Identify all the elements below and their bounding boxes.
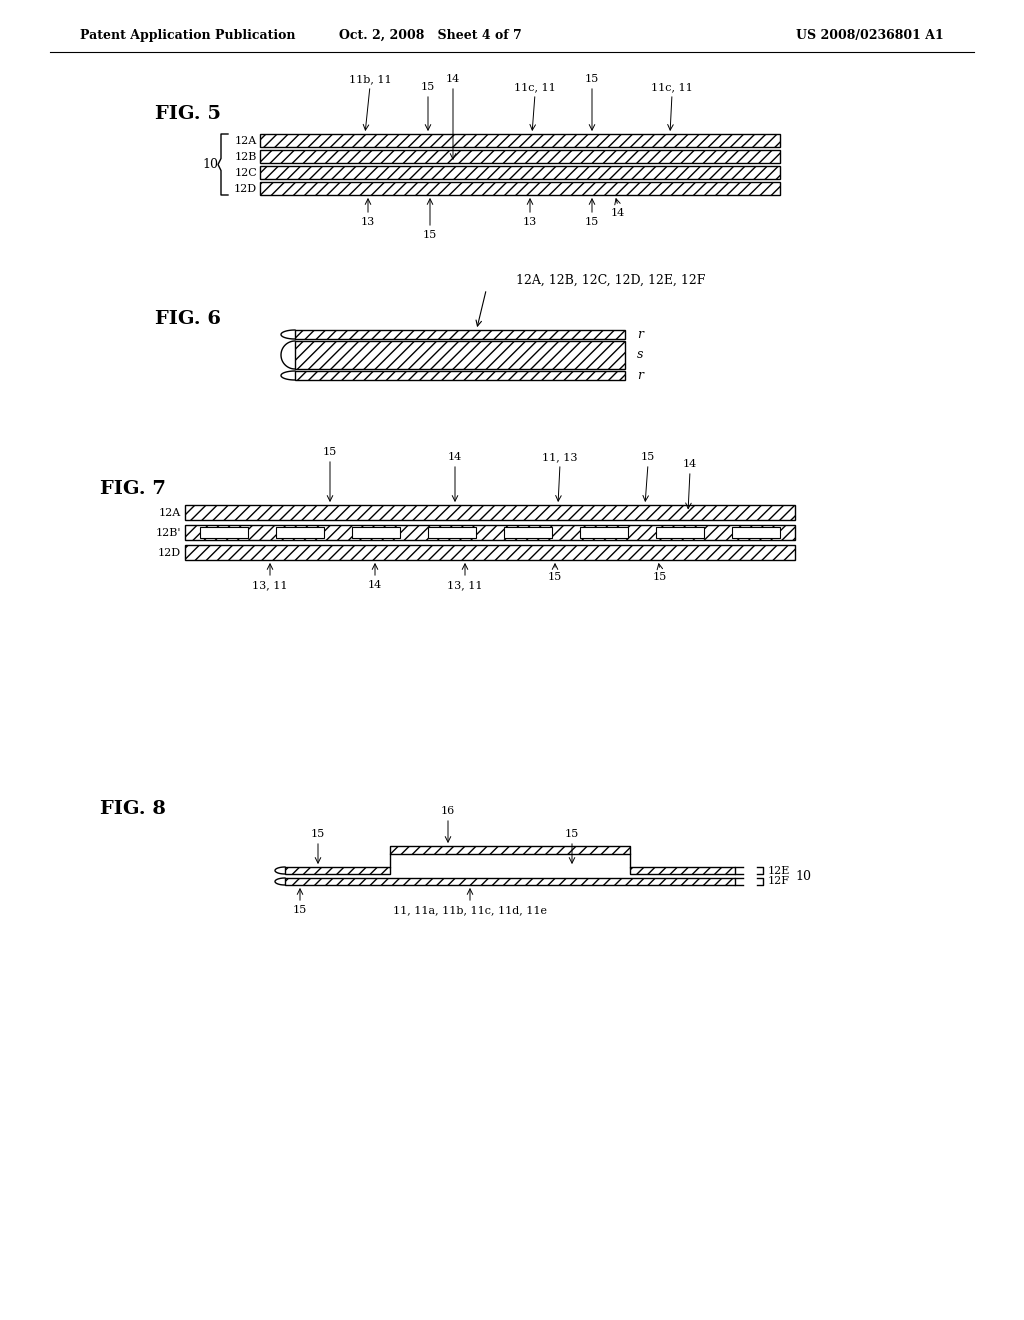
Bar bbox=[185, 525, 795, 540]
Bar bbox=[276, 527, 324, 539]
Text: 15: 15 bbox=[585, 216, 599, 227]
Text: 11, 11a, 11b, 11c, 11d, 11e: 11, 11a, 11b, 11c, 11d, 11e bbox=[393, 906, 547, 915]
Text: 13: 13 bbox=[523, 216, 538, 227]
Text: 12F: 12F bbox=[768, 876, 790, 887]
Text: FIG. 8: FIG. 8 bbox=[100, 800, 166, 818]
Text: 13: 13 bbox=[360, 216, 375, 227]
Text: FIG. 5: FIG. 5 bbox=[155, 106, 221, 123]
Text: 15: 15 bbox=[548, 572, 562, 582]
Bar bbox=[295, 330, 625, 339]
Text: 12B': 12B' bbox=[156, 528, 181, 537]
Bar bbox=[504, 527, 552, 539]
Text: 12E: 12E bbox=[768, 866, 791, 875]
Text: 12D: 12D bbox=[233, 183, 257, 194]
Text: 15: 15 bbox=[323, 447, 337, 457]
Bar bbox=[185, 506, 795, 520]
Text: 14: 14 bbox=[683, 459, 697, 469]
Text: 15: 15 bbox=[641, 451, 655, 462]
Text: FIG. 6: FIG. 6 bbox=[155, 310, 221, 327]
Bar bbox=[580, 527, 628, 539]
Text: 15: 15 bbox=[585, 74, 599, 84]
Bar bbox=[732, 527, 780, 539]
Bar bbox=[200, 527, 248, 539]
Text: r: r bbox=[637, 327, 643, 341]
Text: 13, 11: 13, 11 bbox=[447, 579, 482, 590]
Text: 12A: 12A bbox=[159, 507, 181, 517]
Text: r: r bbox=[637, 370, 643, 381]
Text: 10: 10 bbox=[795, 870, 811, 883]
Text: 15: 15 bbox=[421, 82, 435, 92]
Text: 15: 15 bbox=[565, 829, 580, 840]
Text: s: s bbox=[637, 348, 643, 362]
Bar bbox=[352, 527, 400, 539]
Text: 14: 14 bbox=[611, 209, 625, 218]
Text: FIG. 7: FIG. 7 bbox=[100, 480, 166, 498]
Text: 11c, 11: 11c, 11 bbox=[514, 82, 556, 92]
Bar bbox=[285, 867, 390, 874]
Bar bbox=[260, 150, 780, 162]
Text: Oct. 2, 2008   Sheet 4 of 7: Oct. 2, 2008 Sheet 4 of 7 bbox=[339, 29, 521, 41]
Text: 12B: 12B bbox=[234, 152, 257, 161]
Text: 12A: 12A bbox=[234, 136, 257, 145]
Text: 15: 15 bbox=[293, 906, 307, 915]
Bar bbox=[295, 371, 625, 380]
Text: 15: 15 bbox=[311, 829, 326, 840]
Bar bbox=[185, 545, 795, 560]
Bar bbox=[428, 527, 476, 539]
Text: 10: 10 bbox=[202, 158, 218, 172]
Bar bbox=[390, 846, 630, 854]
Text: 12C: 12C bbox=[234, 168, 257, 177]
Bar bbox=[285, 878, 735, 884]
Text: 11c, 11: 11c, 11 bbox=[651, 82, 693, 92]
Text: 12D: 12D bbox=[158, 548, 181, 557]
Bar bbox=[260, 135, 780, 147]
Text: 14: 14 bbox=[445, 74, 460, 84]
Text: 11, 13: 11, 13 bbox=[543, 451, 578, 462]
Text: 15: 15 bbox=[423, 230, 437, 240]
Text: US 2008/0236801 A1: US 2008/0236801 A1 bbox=[796, 29, 944, 41]
Bar bbox=[260, 182, 780, 195]
Bar bbox=[260, 166, 780, 180]
Text: 11b, 11: 11b, 11 bbox=[349, 74, 391, 84]
Text: 12A, 12B, 12C, 12D, 12E, 12F: 12A, 12B, 12C, 12D, 12E, 12F bbox=[516, 275, 705, 286]
Bar bbox=[656, 527, 705, 539]
Text: 14: 14 bbox=[447, 451, 462, 462]
Text: 15: 15 bbox=[653, 572, 667, 582]
Bar bbox=[295, 341, 625, 370]
Text: 14: 14 bbox=[368, 579, 382, 590]
Bar bbox=[630, 867, 735, 874]
Text: 13, 11: 13, 11 bbox=[252, 579, 288, 590]
Text: 16: 16 bbox=[441, 807, 455, 816]
Text: Patent Application Publication: Patent Application Publication bbox=[80, 29, 296, 41]
